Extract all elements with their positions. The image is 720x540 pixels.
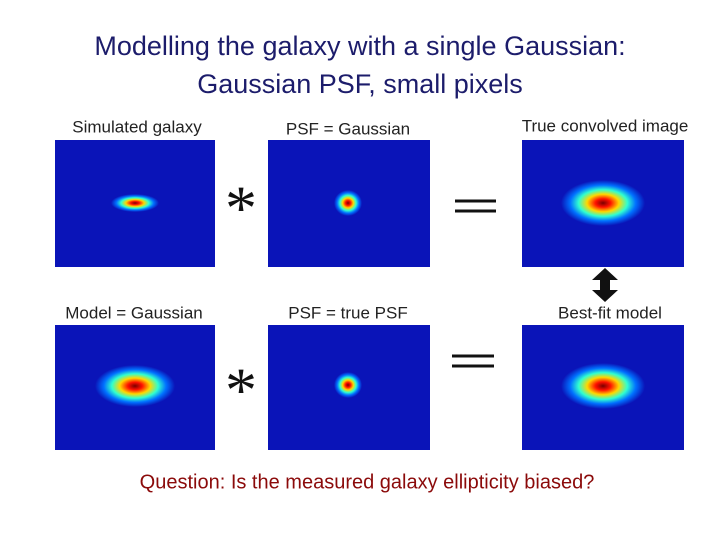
image-panels bbox=[55, 140, 684, 450]
title-line: Modelling the galaxy with a single Gauss… bbox=[94, 31, 625, 61]
question: Question: Is the measured galaxy ellipti… bbox=[140, 471, 595, 493]
panel-label: PSF = true PSF bbox=[288, 303, 408, 322]
convolve-symbol: * bbox=[225, 173, 257, 244]
blob bbox=[111, 194, 159, 212]
blob bbox=[334, 372, 362, 398]
equals-symbol bbox=[452, 199, 496, 368]
panel-label: Model = Gaussian bbox=[65, 303, 203, 322]
double-arrow bbox=[592, 268, 618, 302]
title-line: Gaussian PSF, small pixels bbox=[197, 69, 523, 99]
convolve-symbol: * bbox=[225, 355, 257, 426]
blob bbox=[334, 190, 362, 216]
panel-label: Best-fit model bbox=[558, 303, 662, 322]
blob bbox=[561, 363, 645, 409]
blob bbox=[95, 365, 175, 407]
blob bbox=[561, 180, 645, 226]
panel-label: PSF = Gaussian bbox=[286, 119, 410, 138]
panel-label: Simulated galaxy bbox=[72, 117, 202, 136]
panel-label: True convolved image bbox=[522, 116, 689, 135]
